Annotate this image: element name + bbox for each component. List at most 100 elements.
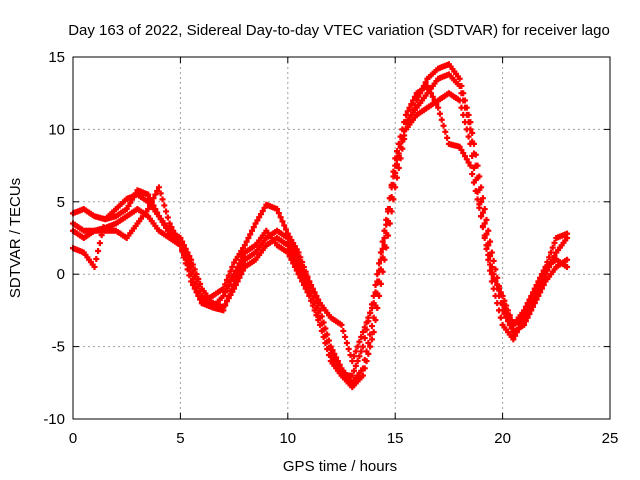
data-point: [229, 283, 236, 290]
data-point: [240, 253, 247, 260]
data-point: [220, 307, 227, 314]
x-tick-label: 25: [602, 430, 619, 447]
data-point: [365, 339, 372, 346]
data-point: [535, 278, 542, 285]
data-point: [123, 206, 130, 213]
data-point: [370, 300, 377, 307]
data-point: [308, 282, 315, 289]
data-point: [286, 253, 293, 260]
data-point: [469, 152, 476, 159]
data-point: [399, 126, 406, 133]
data-point: [154, 209, 161, 216]
data-point: [163, 208, 170, 215]
data-point: [488, 271, 495, 278]
data-point: [145, 191, 152, 198]
data-point: [442, 128, 449, 135]
data-point: [223, 276, 230, 283]
data-point: [363, 319, 370, 326]
data-point: [496, 285, 503, 292]
data-point: [463, 126, 470, 133]
data-point: [431, 97, 438, 104]
data-point: [306, 292, 313, 299]
data-point: [530, 289, 537, 296]
series-track-a: [70, 61, 571, 391]
data-point: [304, 273, 311, 280]
data-point: [313, 312, 320, 319]
data-point: [542, 263, 549, 270]
data-point: [433, 101, 440, 108]
data-point: [368, 304, 375, 311]
data-point: [225, 272, 232, 279]
data-point: [354, 343, 361, 350]
data-point: [220, 292, 227, 299]
x-tick-label: 5: [176, 430, 184, 447]
data-point: [359, 365, 366, 372]
x-tick-label: 0: [69, 430, 77, 447]
data-point: [524, 300, 531, 307]
data-point: [284, 249, 291, 256]
data-point: [401, 132, 408, 139]
data-point: [538, 285, 545, 292]
data-point: [470, 179, 477, 186]
data-point: [438, 116, 445, 123]
data-point: [347, 352, 354, 359]
data-point: [299, 259, 306, 266]
data-point: [351, 367, 358, 374]
series-track-b: [70, 71, 571, 386]
data-point: [334, 358, 341, 365]
data-point: [517, 321, 524, 328]
data-point: [470, 165, 477, 172]
data-point: [540, 282, 547, 289]
data-point: [370, 329, 377, 336]
data-point: [359, 372, 366, 379]
data-point: [361, 324, 368, 331]
data-point: [481, 232, 488, 239]
data-point: [393, 148, 400, 155]
data-point: [358, 333, 365, 340]
data-point: [197, 296, 204, 303]
data-point: [537, 289, 544, 296]
data-point: [501, 297, 508, 304]
data-point: [513, 329, 520, 336]
y-tick-label: 15: [48, 49, 65, 66]
data-point: [300, 263, 307, 270]
data-point: [343, 339, 350, 346]
data-point: [487, 261, 494, 268]
data-point: [487, 267, 494, 274]
data-point: [193, 289, 200, 296]
data-point: [291, 263, 298, 270]
data-point: [359, 343, 366, 350]
data-point: [309, 285, 316, 292]
data-point: [130, 193, 137, 200]
data-point: [479, 209, 486, 216]
data-point: [340, 327, 347, 334]
data-point: [485, 251, 492, 258]
data-point: [538, 271, 545, 278]
data-point: [238, 256, 245, 263]
data-point: [530, 303, 537, 310]
data-point: [311, 307, 318, 314]
data-point: [154, 187, 161, 194]
data-point: [476, 204, 483, 211]
data-point: [293, 246, 300, 253]
data-point: [229, 263, 236, 270]
data-point: [462, 153, 469, 160]
data-point: [456, 97, 463, 104]
series-track-c: [70, 90, 571, 379]
data-point: [429, 93, 436, 100]
data-point: [318, 313, 325, 320]
data-point: [325, 352, 332, 359]
data-point: [223, 297, 230, 304]
data-point: [100, 224, 107, 231]
y-tick-label: 10: [48, 121, 65, 138]
x-tick-label: 10: [279, 430, 296, 447]
data-point: [490, 274, 497, 281]
data-point: [399, 138, 406, 145]
data-point: [462, 119, 469, 126]
data-point: [274, 206, 281, 213]
data-point: [290, 260, 297, 267]
data-point: [379, 245, 386, 252]
data-point: [96, 240, 103, 247]
data-point: [186, 272, 193, 279]
data-point: [318, 327, 325, 334]
